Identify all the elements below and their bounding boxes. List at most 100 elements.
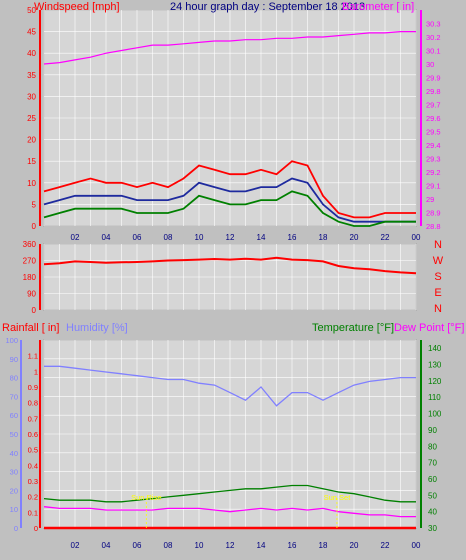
direction-tick-label: 360 (23, 240, 37, 249)
graph-title: 24 hour graph day : September 18 2013 (170, 1, 365, 13)
humidity-tick-label: 90 (10, 355, 18, 364)
temperature-tick-label: 130 (428, 361, 442, 370)
barometer-tick-label: 30.3 (426, 20, 441, 29)
humidity-tick-label: 70 (10, 392, 18, 401)
temperature-tick-label: 60 (428, 475, 437, 484)
direction-tick-label: 180 (23, 273, 37, 282)
barometer-tick-label: 29.4 (426, 141, 441, 150)
barometer-tick-label: 29.3 (426, 155, 441, 164)
series-direction (43, 256, 417, 275)
rainfall-tick-label: 1 (34, 367, 38, 376)
windspeed-tick-label: 50 (27, 6, 36, 15)
rainfall-tick-label: 0.9 (28, 383, 38, 392)
rainfall-tick-label: 0.2 (28, 493, 38, 502)
windspeed-axis-title: Windspeed [mph] (34, 1, 120, 13)
series-lines (43, 31, 417, 530)
temperature-tick-label: 50 (428, 491, 437, 500)
time-tick-label: 02 (71, 233, 80, 242)
time-tick-label: 04 (102, 541, 111, 550)
time-tick-label: 20 (350, 233, 359, 242)
dew-point-axis-title: Dew Point [°F] (394, 322, 464, 334)
time-tick-label: 16 (288, 541, 297, 550)
barometer-tick-label: 29.6 (426, 114, 441, 123)
barometer-tick-label: 28.9 (426, 209, 441, 218)
windspeed-tick-label: 35 (27, 71, 36, 80)
temperature-tick-label: 40 (428, 508, 437, 517)
barometer-tick-label: 29.9 (426, 74, 441, 83)
windspeed-tick-label: 30 (27, 92, 36, 101)
rainfall-tick-label: 0.4 (28, 461, 38, 470)
time-tick-label: 06 (133, 233, 142, 242)
windspeed-tick-label: 5 (32, 200, 37, 209)
rainfall-axis-title: Rainfall [ in] (2, 322, 59, 334)
compass-label: N (434, 239, 442, 251)
series-dew_point (43, 506, 416, 518)
humidity-tick-label: 60 (10, 411, 18, 420)
compass-label: S (434, 271, 441, 283)
direction-tick-label: 0 (32, 306, 37, 315)
time-tick-label: 18 (319, 541, 328, 550)
time-tick-label: 10 (195, 233, 204, 242)
time-tick-label: 22 (381, 233, 390, 242)
tick-labels: 0202040406060808101012121414161618182020… (5, 6, 443, 550)
series-barometer (43, 31, 416, 65)
barometer-tick-label: 29.8 (426, 87, 441, 96)
humidity-tick-label: 10 (10, 505, 18, 514)
humidity-tick-label: 20 (10, 486, 18, 495)
time-tick-label: 18 (319, 233, 328, 242)
temperature-tick-label: 100 (428, 410, 442, 419)
grid-lines (43, 9, 417, 529)
rainfall-tick-label: 0.7 (28, 414, 38, 423)
barometer-tick-label: 29.2 (426, 168, 441, 177)
temperature-tick-label: 90 (428, 426, 437, 435)
humidity-tick-label: 40 (10, 449, 18, 458)
series-average (43, 177, 416, 223)
humidity-tick-label: 80 (10, 374, 18, 383)
rainfall-tick-label: 0.6 (28, 430, 38, 439)
barometer-axis-title: Barometer [ in] (342, 1, 414, 13)
windspeed-tick-label: 15 (27, 157, 36, 166)
rainfall-tick-label: 0 (34, 524, 38, 533)
compass-label: N (434, 303, 442, 315)
time-tick-label: 16 (288, 233, 297, 242)
time-tick-label: 14 (257, 233, 266, 242)
time-tick-label: 08 (164, 541, 173, 550)
compass-label: W (433, 255, 444, 267)
series-gust (43, 160, 416, 219)
time-tick-label: 00 (412, 541, 421, 550)
time-tick-label: 14 (257, 541, 266, 550)
windspeed-tick-label: 40 (27, 49, 36, 58)
compass-label: E (434, 287, 441, 299)
temperature-tick-label: 120 (428, 377, 442, 386)
windspeed-tick-label: 25 (27, 114, 36, 123)
rainfall-tick-label: 0.1 (28, 508, 38, 517)
temperature-tick-label: 70 (428, 459, 437, 468)
barometer-tick-label: 30.2 (426, 33, 441, 42)
windspeed-tick-label: 10 (27, 179, 36, 188)
direction-tick-label: 270 (23, 257, 37, 266)
temperature-tick-label: 30 (428, 524, 437, 533)
time-tick-label: 06 (133, 541, 142, 550)
barometer-tick-label: 29.7 (426, 101, 441, 110)
rainfall-tick-label: 0.8 (28, 399, 38, 408)
temperature-tick-label: 80 (428, 442, 437, 451)
barometer-tick-label: 30.1 (426, 47, 441, 56)
temperature-tick-label: 140 (428, 344, 442, 353)
time-tick-label: 02 (71, 541, 80, 550)
time-tick-label: 22 (381, 541, 390, 550)
barometer-tick-label: 29.5 (426, 128, 441, 137)
rainfall-tick-label: 1.1 (28, 352, 38, 361)
time-tick-label: 20 (350, 541, 359, 550)
humidity-tick-label: 100 (5, 336, 18, 345)
time-tick-label: 12 (226, 541, 235, 550)
barometer-tick-label: 29 (426, 195, 434, 204)
sun-annotation: Sun Set (324, 493, 352, 502)
time-tick-label: 12 (226, 233, 235, 242)
humidity-tick-label: 50 (10, 430, 18, 439)
windspeed-tick-label: 0 (32, 222, 37, 231)
series-speed (43, 190, 416, 227)
rainfall-tick-label: 0.3 (28, 477, 38, 486)
windspeed-tick-label: 20 (27, 136, 36, 145)
windspeed-tick-label: 45 (27, 28, 36, 37)
